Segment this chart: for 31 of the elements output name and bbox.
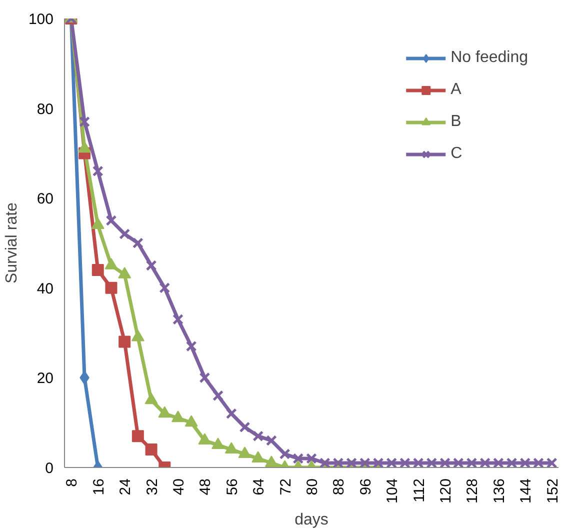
x-tick-label: 32 <box>144 478 161 496</box>
x-tick-label: 136 <box>490 478 508 504</box>
x-tick-label: 16 <box>90 478 108 496</box>
x-tick-label: 8 <box>64 478 81 487</box>
x-tick-label: 24 <box>117 478 134 496</box>
x-tick-label: 120 <box>438 478 455 504</box>
x-tick-label: 96 <box>357 478 374 496</box>
x-tick-label: 72 <box>277 478 294 496</box>
x-tick-label: 88 <box>330 478 348 496</box>
y-tick-label: 20 <box>36 370 54 388</box>
x-tick-label: 80 <box>304 478 321 496</box>
y-tick-label: 60 <box>36 190 54 208</box>
y-tick-label: 0 <box>45 460 54 477</box>
legend-label: A <box>450 81 462 99</box>
x-tick-label: 48 <box>197 478 214 496</box>
y-axis-title: Survial rate <box>3 202 20 284</box>
y-tick-label: 80 <box>36 100 54 118</box>
x-tick-label: 144 <box>518 478 535 504</box>
x-axis-title: days <box>294 512 328 529</box>
legend-label: No feeding <box>450 49 528 67</box>
x-tick-label: 152 <box>544 478 562 504</box>
x-tick-label: 56 <box>224 478 241 496</box>
y-tick-label: 100 <box>28 11 54 28</box>
x-tick-label: 40 <box>170 478 188 496</box>
legend-label: C <box>450 145 464 163</box>
x-tick-label: 64 <box>250 478 268 496</box>
x-tick-label: 128 <box>464 478 482 504</box>
legend-label: B <box>450 113 462 131</box>
x-tick-label: 112 <box>410 478 428 502</box>
y-tick-label: 40 <box>36 280 54 298</box>
x-tick-label: 104 <box>384 478 402 504</box>
